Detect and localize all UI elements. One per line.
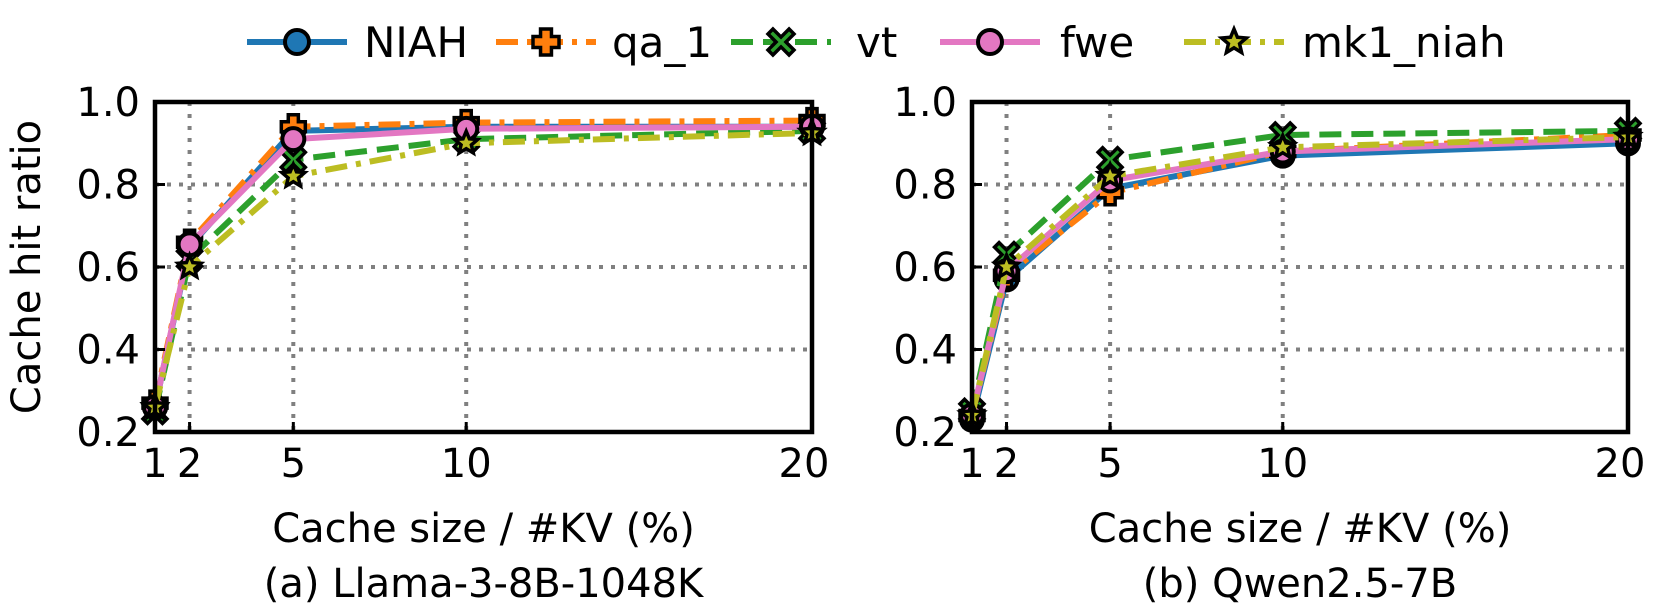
legend-label: vt [856, 18, 897, 67]
panel-caption: (a) Llama-3-8B-1048K [264, 561, 705, 607]
legend-item-qa-1: qa_1 [496, 18, 712, 67]
x-tick-label: 20 [1595, 441, 1646, 487]
legend-label: qa_1 [612, 18, 712, 67]
series-line-qa-1 [969, 132, 1629, 417]
legend: NIAH qa_1 vt fwe mk1_niah [247, 18, 1506, 67]
data-point-mk1-niah-5 [277, 159, 310, 190]
ticks: 1 2 5 10 20 0.2 0.4 0.6 0.8 1.0 [893, 80, 1645, 487]
series-line-mk1-niah [969, 134, 1629, 417]
series-niah [959, 130, 1641, 433]
x-tick-label: 10 [441, 441, 492, 487]
data-point-fwe-5 [280, 126, 307, 153]
x-axis-label: Cache size / #KV (%) [1089, 506, 1512, 552]
legend-item-niah: NIAH [247, 18, 468, 67]
chart-panel-llama: 1 2 5 10 20 0.2 0.4 0.6 0.8 1.0 Cache size / #KV (… [4, 80, 829, 607]
series-line-fwe [969, 136, 1629, 417]
x-tick-label: 2 [177, 441, 202, 487]
data-point-mk1-niah-5 [1094, 159, 1126, 190]
data-point-mk1-niah-2 [990, 250, 1023, 281]
x-tick-label: 5 [1097, 441, 1122, 487]
series-vt [957, 116, 1643, 426]
ticks: 1 2 5 10 20 0.2 0.4 0.6 0.8 1.0 [76, 80, 829, 487]
panel-caption: (b) Qwen2.5-7B [1143, 561, 1457, 607]
y-tick-label: 1.0 [76, 80, 140, 126]
series-group [956, 116, 1644, 433]
chart-panel-qwen: 1 2 5 10 20 0.2 0.4 0.6 0.8 1.0 Cache size / #KV (… [893, 80, 1645, 607]
y-tick-label: 0.6 [76, 245, 140, 291]
legend-item-fwe: fwe [940, 18, 1134, 67]
series-vt [140, 116, 827, 426]
y-tick-label: 0.8 [893, 163, 957, 209]
legend-label: NIAH [364, 18, 468, 67]
legend-item-vt: vt [731, 18, 897, 67]
legend-marker-qa-1-icon [531, 27, 561, 57]
legend-item-mk1-niah: mk1_niah [1184, 18, 1506, 67]
series-line-qa-1 [152, 117, 813, 404]
x-axis-label: Cache size / #KV (%) [272, 506, 695, 552]
legend-marker-fwe-icon [976, 28, 1004, 56]
grid [153, 100, 814, 434]
legend-marker-niah-icon [283, 28, 311, 56]
x-tick-label: 5 [281, 441, 306, 487]
series-line-vt [969, 127, 1629, 413]
data-point-mk1-niah-10 [450, 126, 482, 157]
y-tick-label: 1.0 [893, 80, 957, 126]
legend-label: mk1_niah [1302, 18, 1506, 67]
y-axis-label: Cache hit ratio [4, 120, 50, 414]
series-mk1-niah [956, 120, 1644, 429]
x-tick-label: 1 [959, 441, 984, 487]
series-qa-1 [958, 121, 1642, 430]
data-point-mk1-niah-2 [173, 250, 206, 281]
x-tick-label: 2 [994, 441, 1019, 487]
y-tick-label: 0.2 [76, 410, 140, 456]
series-fwe [959, 126, 1641, 429]
x-tick-label: 10 [1257, 441, 1308, 487]
legend-marker-vt-icon [765, 26, 797, 58]
y-tick-label: 0.4 [76, 328, 140, 374]
data-point-mk1-niah-10 [1266, 130, 1299, 161]
y-tick-label: 0.2 [893, 410, 957, 456]
legend-label: fwe [1060, 18, 1134, 67]
legend-marker-mk1-niah-icon [1217, 24, 1251, 57]
x-tick-label: 20 [779, 441, 830, 487]
x-tick-label: 1 [142, 441, 167, 487]
y-tick-label: 0.6 [893, 245, 957, 291]
y-tick-label: 0.8 [76, 163, 140, 209]
y-tick-label: 0.4 [893, 328, 957, 374]
series-qa-1 [141, 106, 826, 417]
